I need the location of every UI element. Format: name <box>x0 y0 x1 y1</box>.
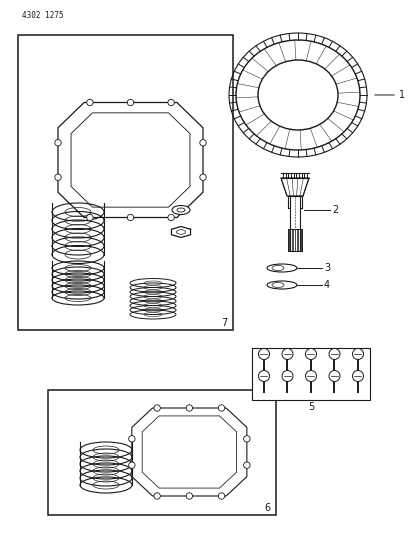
Circle shape <box>305 349 316 359</box>
Text: 7: 7 <box>220 318 227 328</box>
Circle shape <box>258 370 269 382</box>
Circle shape <box>128 462 135 469</box>
Ellipse shape <box>266 281 296 289</box>
Bar <box>252 348 369 400</box>
Text: 4: 4 <box>323 280 329 290</box>
Circle shape <box>154 405 160 411</box>
Circle shape <box>127 99 133 106</box>
Polygon shape <box>280 178 308 196</box>
Ellipse shape <box>257 60 337 130</box>
Ellipse shape <box>266 264 296 272</box>
Text: 1: 1 <box>398 90 404 100</box>
Circle shape <box>154 493 160 499</box>
Ellipse shape <box>172 206 189 214</box>
Circle shape <box>281 370 292 382</box>
Ellipse shape <box>177 208 184 212</box>
Circle shape <box>86 214 93 221</box>
Circle shape <box>199 174 206 181</box>
Circle shape <box>258 349 269 359</box>
Bar <box>18 35 232 330</box>
Text: 3: 3 <box>323 263 329 273</box>
Text: 4302 1275: 4302 1275 <box>22 11 63 20</box>
Circle shape <box>305 370 316 382</box>
Circle shape <box>218 405 224 411</box>
Text: 2: 2 <box>331 205 337 215</box>
Circle shape <box>352 349 363 359</box>
Circle shape <box>127 214 133 221</box>
Circle shape <box>186 405 192 411</box>
Circle shape <box>352 370 363 382</box>
Circle shape <box>243 462 249 469</box>
Circle shape <box>55 174 61 181</box>
Circle shape <box>128 435 135 442</box>
Circle shape <box>243 435 249 442</box>
Circle shape <box>328 349 339 359</box>
Circle shape <box>86 99 93 106</box>
Circle shape <box>218 493 224 499</box>
Circle shape <box>328 370 339 382</box>
Circle shape <box>168 214 174 221</box>
Circle shape <box>281 349 292 359</box>
Circle shape <box>55 140 61 146</box>
Text: 5: 5 <box>307 402 313 412</box>
Circle shape <box>186 493 192 499</box>
Circle shape <box>168 99 174 106</box>
Ellipse shape <box>236 40 359 150</box>
Bar <box>289 196 299 251</box>
Bar <box>48 390 275 515</box>
Text: 6: 6 <box>263 503 270 513</box>
Circle shape <box>199 140 206 146</box>
